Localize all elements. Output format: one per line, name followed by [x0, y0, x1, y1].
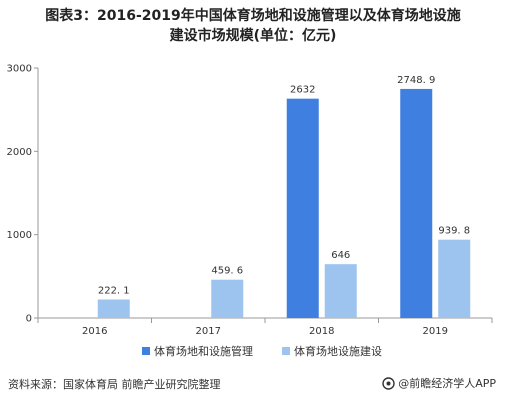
- y-tick-label: 1000: [7, 230, 32, 241]
- legend-label: 体育场地设施建设: [294, 344, 382, 358]
- data-label: 2632: [290, 85, 315, 96]
- bar-construction-2019: [438, 239, 471, 318]
- y-tick-label: 0: [26, 314, 32, 325]
- legend-swatch: [142, 347, 150, 355]
- data-source-note: 资料来源：国家体育局 前瞻产业研究院整理: [8, 378, 221, 391]
- x-tick-label: 2019: [423, 326, 448, 337]
- legend-label: 体育场地和设施管理: [154, 344, 253, 358]
- bar-construction-2016: [97, 299, 130, 318]
- bar-construction-2017: [211, 279, 244, 318]
- y-tick-label: 2000: [7, 147, 32, 158]
- y-tick-label: 3000: [7, 64, 32, 75]
- bar-construction-2018: [324, 264, 357, 318]
- data-label: 646: [331, 250, 350, 261]
- x-tick-label: 2016: [82, 326, 107, 337]
- bar-management-2018: [286, 98, 319, 319]
- data-label: 2748. 9: [397, 75, 435, 86]
- brand-text: @前瞻经济学人APP: [398, 377, 496, 390]
- bar-management-2019: [400, 88, 433, 318]
- brand-watermark: @前瞻经济学人APP: [382, 375, 496, 391]
- chart-title-line1: 图表3：2016-2019年中国体育场地和设施管理以及体育场地设施: [45, 8, 461, 24]
- x-tick-label: 2018: [309, 326, 334, 337]
- data-label: 459. 6: [211, 266, 243, 277]
- data-label: 222. 1: [98, 285, 130, 296]
- brand-logo-icon: [382, 376, 395, 390]
- data-label: 939. 8: [438, 226, 470, 237]
- x-tick-label: 2017: [196, 326, 221, 337]
- chart-title-line2: 建设市场规模(单位：亿元): [169, 28, 337, 44]
- legend-swatch: [282, 347, 290, 355]
